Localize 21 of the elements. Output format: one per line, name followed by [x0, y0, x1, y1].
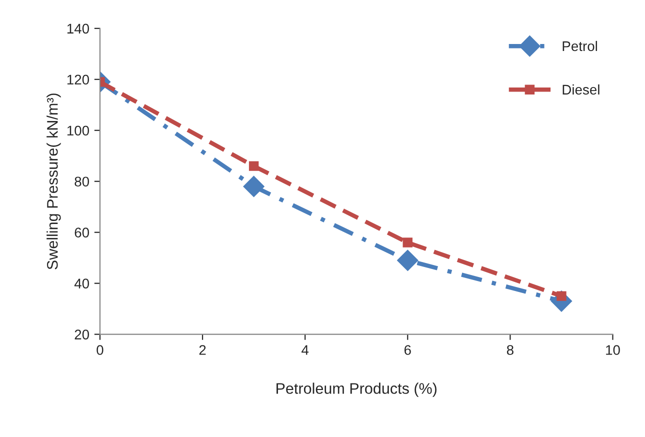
y-tick-label: 20: [74, 330, 90, 340]
point: [243, 176, 264, 197]
y-tick-label: 100: [67, 126, 90, 136]
y-tick-label: 80: [74, 176, 90, 187]
point: [248, 161, 259, 171]
x-tick-label: 8: [506, 345, 514, 355]
x-axis-title: Petroleum Products (%): [276, 382, 437, 397]
point: [402, 238, 412, 248]
y-tick-label: 60: [74, 228, 90, 238]
y-tick-label: 40: [74, 278, 90, 288]
x-tick-label: 0: [96, 345, 104, 355]
legend-label: Petrol: [562, 40, 598, 52]
x-tick-label: 6: [404, 345, 411, 355]
y-tick-label: 120: [67, 74, 90, 85]
y-axis-title: Swelling Pressure( kN/m³): [46, 94, 61, 270]
point: [397, 250, 418, 271]
legend-label: Diesel: [562, 84, 600, 95]
x-tick-label: 4: [302, 345, 309, 355]
x-tick-label: 2: [199, 345, 206, 355]
y-tick-label: 140: [67, 24, 90, 34]
x-tick-label: 10: [606, 345, 620, 355]
